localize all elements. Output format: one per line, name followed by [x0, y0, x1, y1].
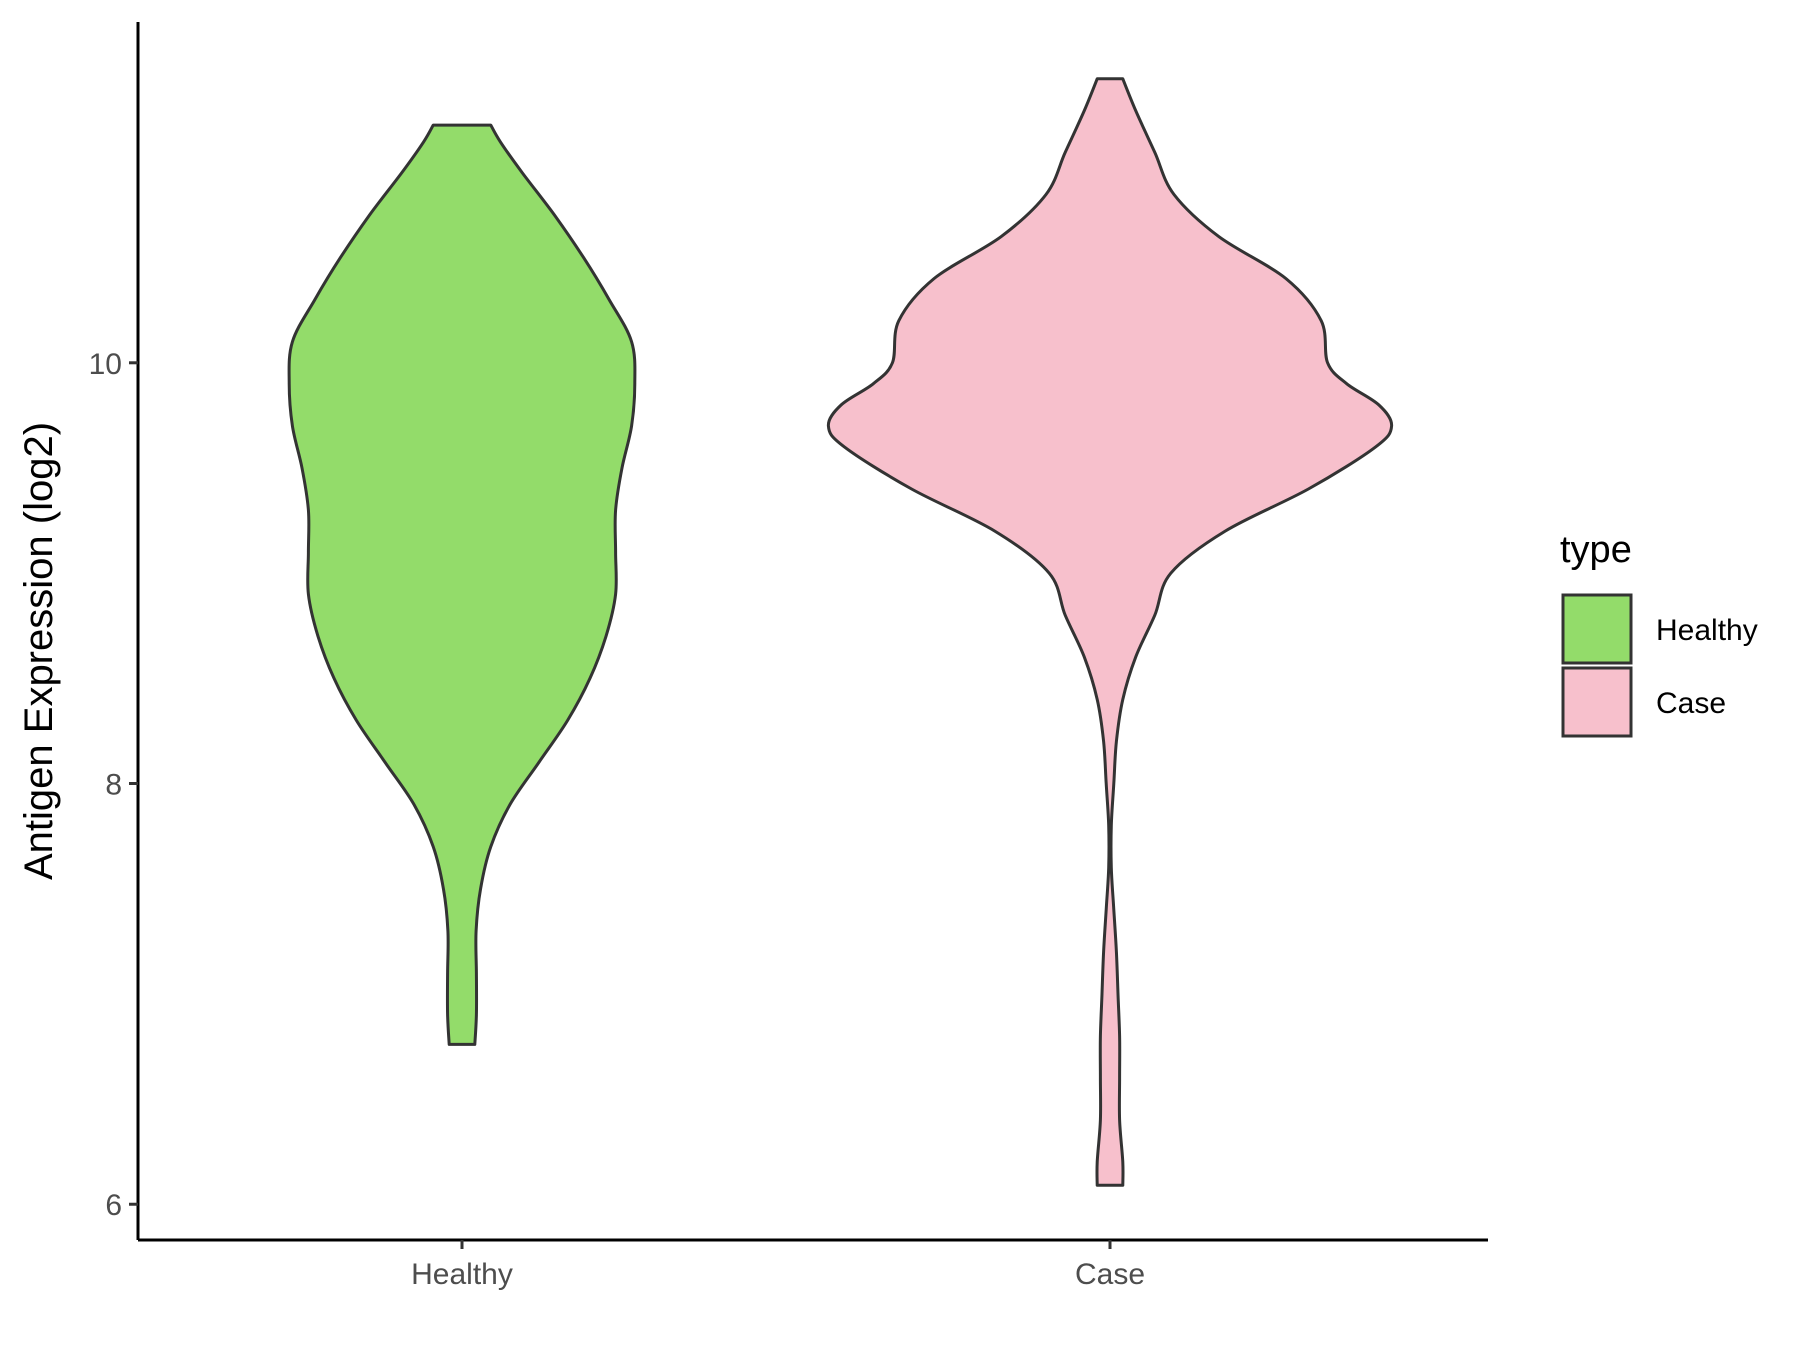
y-tick-label: 8: [105, 769, 122, 802]
legend-label-healthy: Healthy: [1656, 614, 1758, 647]
violin-layer: [287, 77, 1394, 1187]
violin-healthy: [287, 123, 637, 1046]
legend-key-healthy: [1561, 593, 1633, 665]
y-tick-label: 6: [105, 1189, 122, 1222]
legend-label-case: Case: [1656, 687, 1726, 720]
violin-case: [826, 77, 1394, 1187]
legend-entries: Healthy Case: [1561, 593, 1758, 738]
legend: type Healthy Case: [1560, 529, 1758, 738]
x-tick-label: Case: [1075, 1258, 1145, 1291]
legend-title: type: [1560, 529, 1632, 571]
y-tick-label: 10: [89, 348, 122, 381]
x-tick-label: Healthy: [411, 1258, 513, 1291]
legend-key-case: [1561, 666, 1633, 738]
axes: 6 8 10 Healthy Case: [89, 22, 1488, 1291]
y-axis-title: Antigen Expression (log2): [17, 422, 61, 880]
